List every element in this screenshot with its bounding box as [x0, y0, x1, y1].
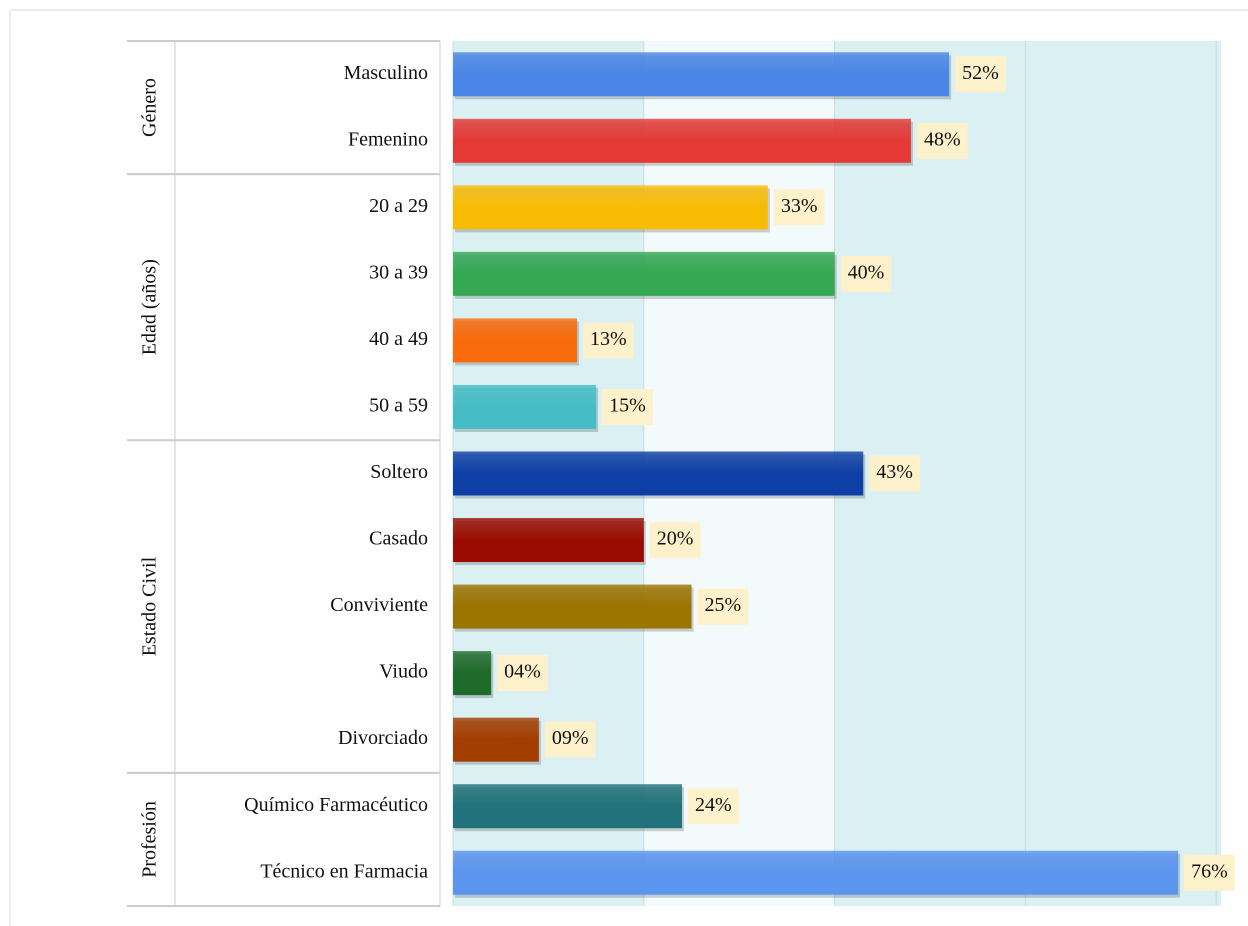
bar	[453, 451, 864, 496]
value-label: 33%	[781, 195, 818, 217]
value-label: 52%	[962, 62, 999, 84]
bar	[453, 850, 1179, 895]
bar	[453, 384, 597, 429]
value-label: 20%	[657, 528, 694, 550]
value-label: 04%	[504, 661, 541, 683]
value-label-box	[955, 56, 1006, 93]
bar	[453, 518, 644, 563]
value-label: 40%	[848, 261, 885, 283]
value-label-box	[497, 655, 548, 692]
category-label: Conviviente	[330, 594, 428, 616]
value-label-box	[649, 522, 701, 559]
category-label: 40 a 49	[369, 328, 428, 350]
category-label: 50 a 59	[369, 395, 428, 417]
category-label: Viudo	[379, 661, 428, 683]
bar	[453, 717, 539, 762]
group-label: Género	[139, 78, 161, 137]
bar	[453, 251, 835, 296]
bar	[453, 651, 492, 696]
category-label: Casado	[369, 528, 428, 550]
value-label-box	[602, 388, 653, 425]
category-label: Técnico en Farmacia	[260, 860, 428, 882]
category-label: 30 a 39	[369, 261, 428, 283]
category-label: 20 a 29	[369, 195, 428, 217]
value-label-box	[544, 721, 596, 758]
value-label-box	[697, 588, 749, 625]
category-label: Soltero	[370, 461, 428, 483]
category-label: Químico Farmacéutico	[244, 794, 428, 816]
value-label: 43%	[876, 461, 913, 483]
value-label-box	[1184, 854, 1235, 891]
value-label-box	[916, 122, 968, 159]
bar	[453, 318, 578, 363]
plot-band	[1216, 41, 1221, 906]
category-label: Divorciado	[338, 727, 428, 749]
value-label: 48%	[924, 128, 961, 150]
value-label: 13%	[590, 328, 627, 350]
value-label: 09%	[552, 727, 589, 749]
group-label: Estado Civil	[139, 556, 161, 656]
category-label: Femenino	[348, 128, 428, 150]
group-label: Edad (años)	[139, 259, 161, 355]
bar	[453, 118, 911, 163]
value-label: 25%	[705, 594, 742, 616]
value-label: 24%	[695, 794, 732, 816]
bar	[453, 52, 950, 97]
group-label: Profesión	[139, 801, 161, 878]
bar	[453, 185, 768, 230]
plot-band	[834, 41, 1026, 906]
bar	[453, 784, 682, 829]
value-label-box	[840, 255, 892, 292]
category-label: Masculino	[344, 62, 428, 84]
value-label-box	[583, 322, 634, 359]
bar	[453, 584, 692, 629]
value-label-box	[687, 788, 739, 825]
value-label: 76%	[1191, 860, 1228, 882]
value-label-box	[773, 189, 825, 226]
value-label: 15%	[609, 395, 646, 417]
plot-band	[1025, 41, 1217, 906]
value-label-box	[869, 455, 920, 492]
